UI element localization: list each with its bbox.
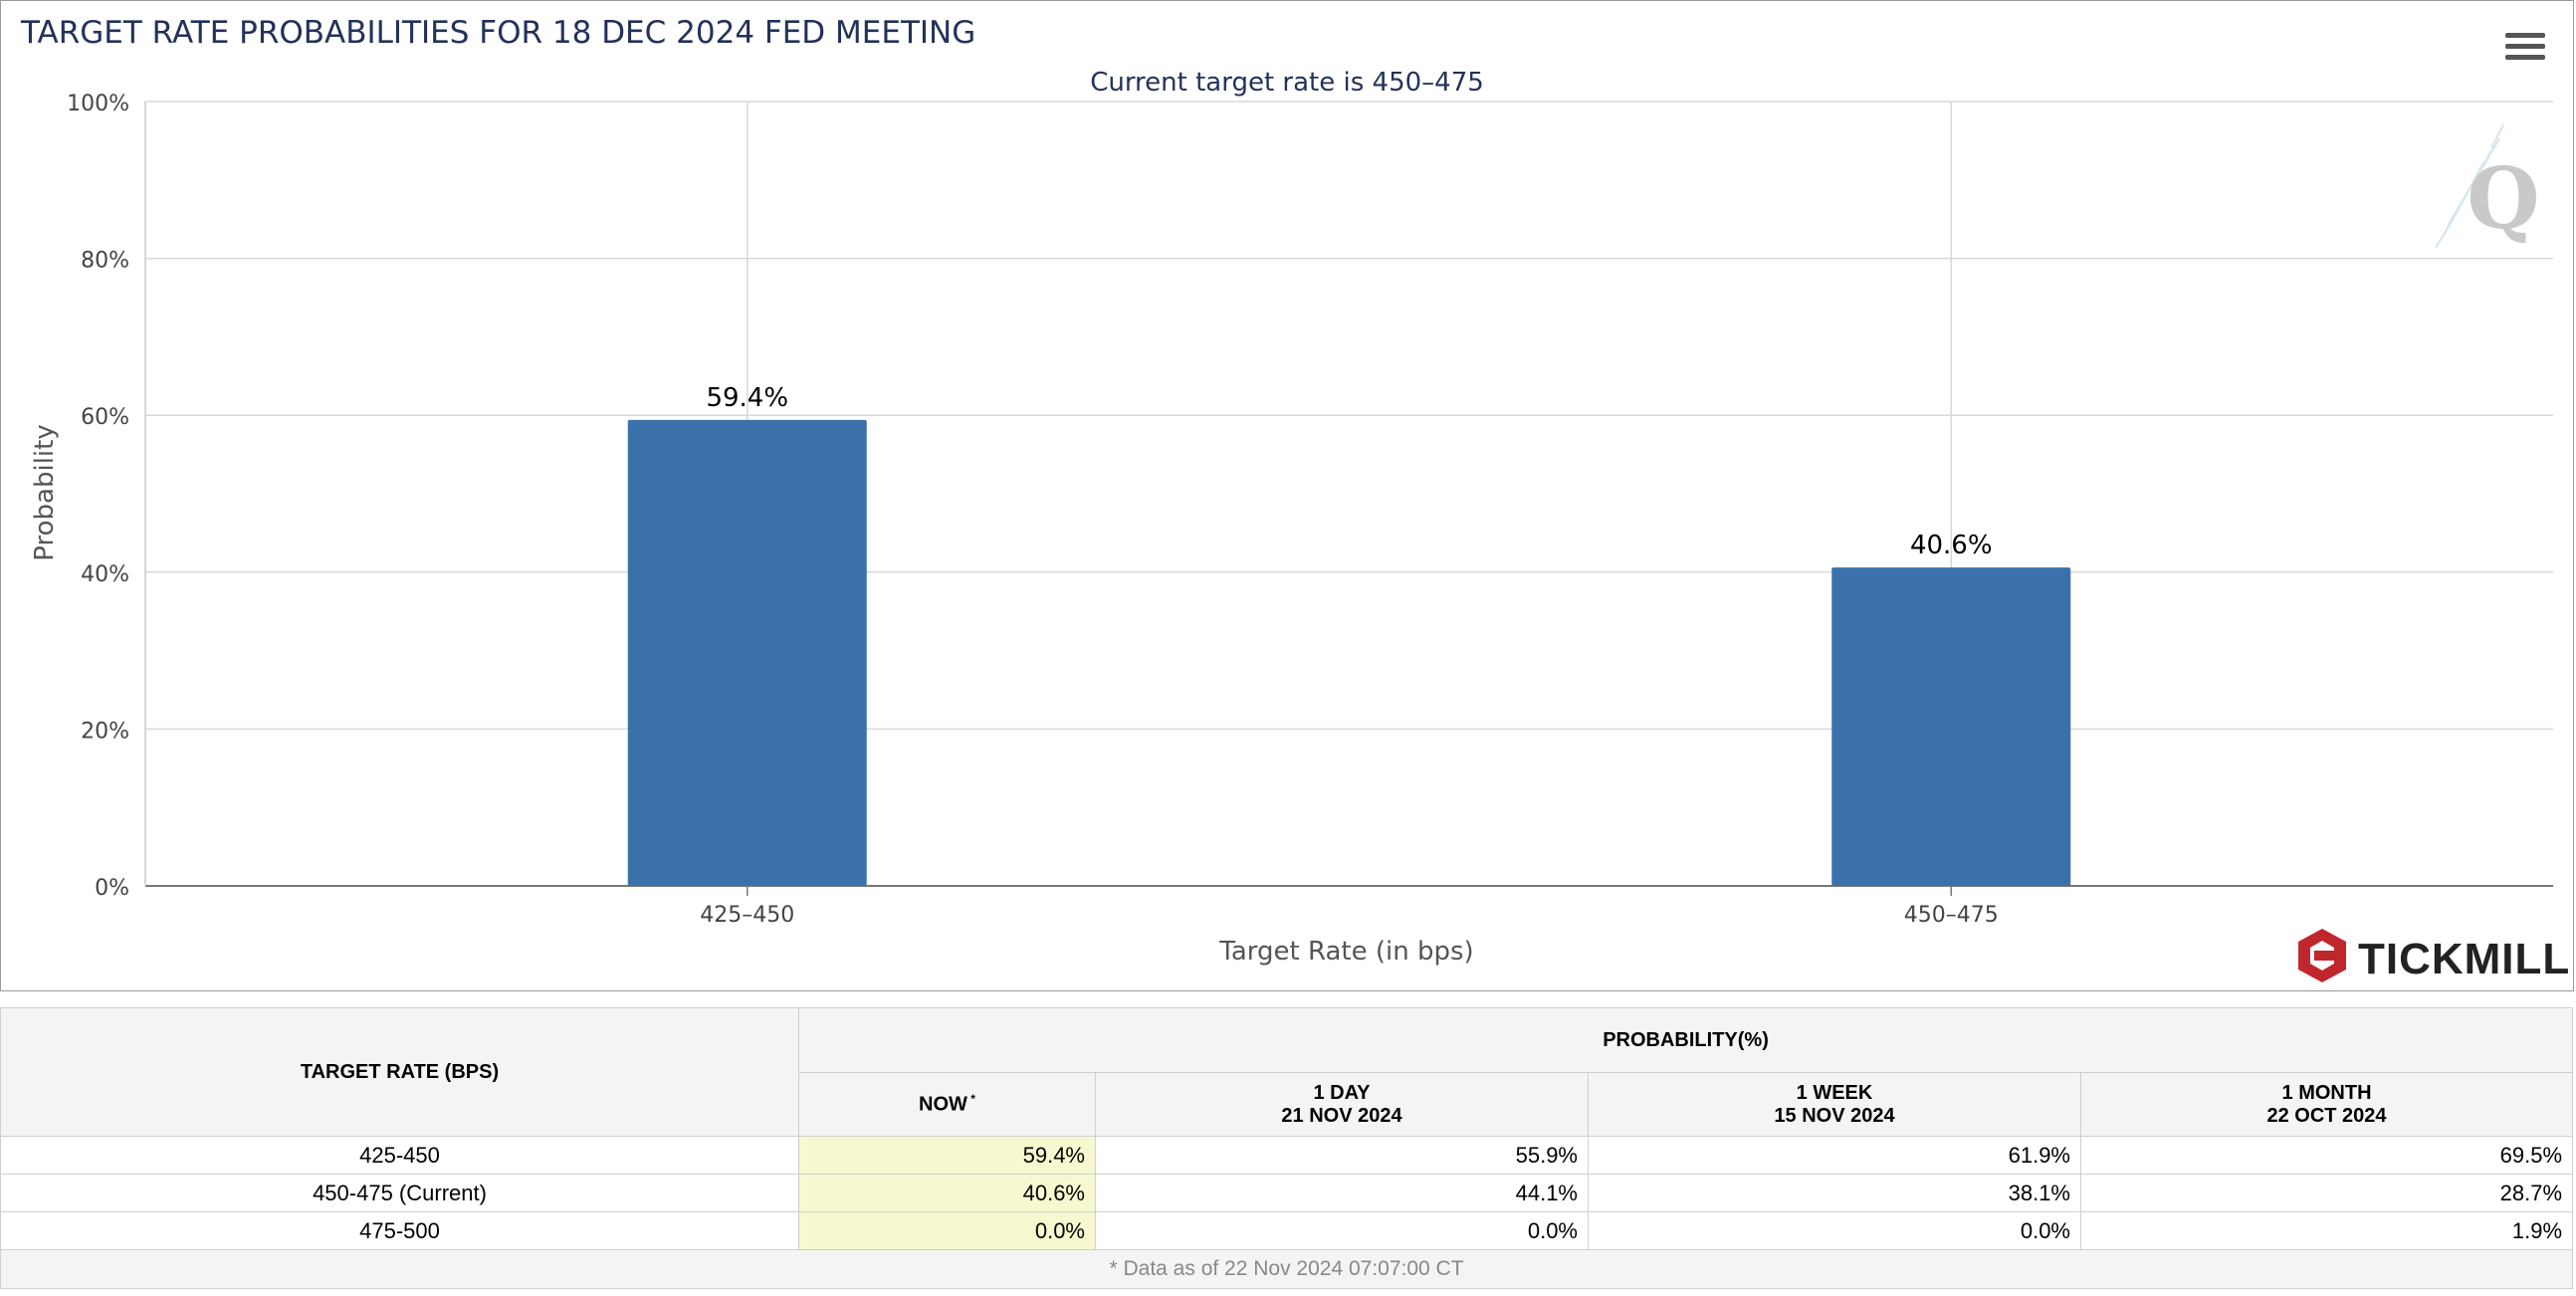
table-row: 450-475 (Current) 40.6% 44.1% 38.1% 28.7% bbox=[0, 1174, 2574, 1212]
y-axis-label: Probability bbox=[30, 424, 60, 560]
table-row: 475-500 0.0% 0.0% 0.0% 1.9% bbox=[0, 1211, 2574, 1250]
subheader-row: NOW * 1 DAY 21 NOV 2024 1 WEEK 15 NOV 2024 1 … bbox=[1, 1072, 2574, 1137]
footnote-row: * Data as of 22 Nov 2024 07:07:00 CT bbox=[0, 1249, 2574, 1289]
target-rate-cell: 425-450 bbox=[0, 1136, 799, 1175]
table-body: 425-450 59.4% 55.9% 61.9% 69.5% 450-475 (Curr… bbox=[0, 1136, 2574, 1289]
chart-menu-button[interactable] bbox=[2505, 33, 2545, 67]
probability-cell: 1.9% bbox=[2079, 1211, 2574, 1250]
probability-cell: 0.0% bbox=[1588, 1211, 2081, 1250]
bar-data-label: 40.6% bbox=[1910, 531, 1993, 560]
bar bbox=[627, 419, 867, 886]
data-timestamp-footnote: * Data as of 22 Nov 2024 07:07:00 CT bbox=[0, 1249, 2574, 1289]
bar bbox=[1831, 567, 2071, 886]
header-column-label: 1 DAY bbox=[1313, 1081, 1371, 1104]
bar-data-label: 59.4% bbox=[706, 383, 788, 413]
probability-now-cell: 0.0% bbox=[798, 1211, 1096, 1250]
header-column-label: NOW bbox=[919, 1093, 967, 1116]
brand-name: TICKMILL bbox=[2358, 935, 2571, 983]
bars-layer bbox=[627, 419, 2071, 886]
watermark-letter: Q bbox=[2467, 149, 2539, 248]
grid-layer bbox=[144, 101, 2553, 896]
chart-panel: TARGET RATE PROBABILITIES FOR 18 DEC 202… bbox=[0, 0, 2574, 991]
probability-now-cell: 40.6% bbox=[798, 1174, 1096, 1212]
probability-cell: 44.1% bbox=[1095, 1174, 1589, 1212]
header-column: NOW * bbox=[798, 1072, 1096, 1137]
probability-cell: 55.9% bbox=[1095, 1136, 1589, 1175]
y-tick-label: 80% bbox=[81, 249, 129, 274]
header-column-label: 1 MONTH bbox=[2281, 1081, 2372, 1104]
header-probability: PROBABILITY(%) bbox=[797, 1007, 2574, 1073]
probability-table: TARGET RATE (BPS) PROBABILITY(%) NOW * 1 … bbox=[0, 1007, 2574, 1289]
x-tick-label: 450–475 bbox=[1904, 903, 1999, 928]
probability-table-wrap: TARGET RATE (BPS) PROBABILITY(%) NOW * 1 … bbox=[0, 1007, 2574, 1296]
watermark-logo-icon: Q bbox=[2435, 123, 2539, 249]
labels-layer: 0% 20% 40% 60% 80% 100% 59.4% 425–450 40.6% 450–4… bbox=[67, 92, 1999, 928]
y-tick-label: 60% bbox=[81, 405, 129, 430]
tickmill-logo-icon bbox=[2298, 929, 2346, 982]
header-footnote-marker: * bbox=[966, 1092, 975, 1107]
y-tick-label: 100% bbox=[67, 92, 129, 116]
probability-cell: 0.0% bbox=[1095, 1211, 1589, 1250]
y-tick-label: 20% bbox=[81, 719, 129, 744]
probability-cell: 28.7% bbox=[2079, 1174, 2574, 1212]
probability-cell: 38.1% bbox=[1588, 1174, 2081, 1212]
menu-line bbox=[2505, 44, 2545, 49]
probability-cell: 61.9% bbox=[1588, 1136, 2081, 1175]
header-column: 1 WEEK 15 NOV 2024 bbox=[1588, 1072, 2081, 1137]
header-column: 1 MONTH 22 OCT 2024 bbox=[2079, 1072, 2574, 1137]
y-tick-label: 40% bbox=[81, 562, 129, 587]
chart-subtitle: Current target rate is 450–475 bbox=[1090, 68, 1484, 98]
target-rate-cell: 450-475 (Current) bbox=[0, 1174, 799, 1212]
probability-now-cell: 59.4% bbox=[798, 1136, 1096, 1175]
header-column-date: 15 NOV 2024 bbox=[1774, 1104, 1895, 1127]
header-target-rate: TARGET RATE (BPS) bbox=[0, 1007, 799, 1137]
chart-title: TARGET RATE PROBABILITIES FOR 18 DEC 202… bbox=[20, 15, 975, 51]
header-column-label: 1 WEEK bbox=[1796, 1081, 1873, 1104]
chart-svg: TARGET RATE PROBABILITIES FOR 18 DEC 202… bbox=[20, 15, 2553, 967]
x-tick-label: 425–450 bbox=[700, 903, 794, 928]
header-column: 1 DAY 21 NOV 2024 bbox=[1095, 1072, 1589, 1137]
probability-cell: 69.5% bbox=[2079, 1136, 2574, 1175]
table-row: 425-450 59.4% 55.9% 61.9% 69.5% bbox=[0, 1136, 2574, 1175]
menu-line bbox=[2505, 33, 2545, 38]
menu-line bbox=[2505, 55, 2545, 60]
target-rate-cell: 475-500 bbox=[0, 1211, 799, 1250]
header-column-date: 22 OCT 2024 bbox=[2266, 1104, 2387, 1127]
y-tick-label: 0% bbox=[95, 876, 129, 901]
x-axis-label: Target Rate (in bps) bbox=[1218, 937, 1473, 967]
header-column-date: 21 NOV 2024 bbox=[1281, 1104, 1402, 1127]
